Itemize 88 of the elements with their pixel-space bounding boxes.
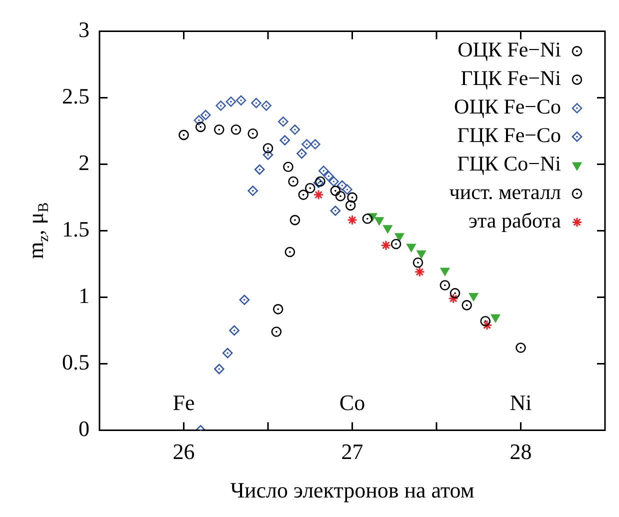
point [450,288,460,298]
y-tick-label: 1.5 [62,216,90,242]
point [248,186,258,196]
point [394,233,404,242]
point [324,171,334,182]
point [262,150,274,160]
legend-label: ОЦК Fe−Ni [458,38,562,62]
point [380,240,392,251]
y-tick-label: 0 [78,416,90,441]
point [462,300,472,310]
y-tick-label: 0.5 [62,349,90,374]
point [383,225,392,234]
annotation: Co [339,390,366,415]
point [347,214,358,226]
point [416,250,426,258]
point [195,122,206,132]
point [239,294,250,306]
point [342,184,352,195]
point [412,257,424,268]
point [251,98,262,108]
point [236,95,246,106]
point [336,180,348,191]
point [178,130,189,140]
legend-label: ГЦК Fe−Co [457,123,561,148]
point [490,314,500,322]
point [374,217,384,226]
y-tick-label: 3 [78,16,90,42]
point [362,214,373,224]
point [229,325,240,336]
point [345,200,356,211]
point [330,186,341,196]
point [200,110,211,120]
point [216,100,226,111]
point [440,280,450,290]
point [390,238,402,250]
point [271,326,282,337]
x-tick-label: 27 [341,439,364,464]
point [280,135,290,146]
legend-label: чист. металл [449,180,561,204]
point [406,244,416,252]
point [248,128,258,139]
point [214,364,224,374]
annotation: Fe [172,390,195,415]
point [347,192,358,203]
x-axis-title: Число электронов на атом [230,478,474,503]
point [262,143,274,154]
point [482,320,492,330]
legend-label: ГЦК Fe−Ni [460,66,562,90]
y-axis-title: mz, μB [23,202,52,259]
point [222,348,233,358]
point [290,124,300,135]
point [448,293,459,304]
point [261,100,272,111]
legend-label: ГЦК Co−Ni [457,152,562,176]
y-tick-label: 2.5 [62,83,90,108]
point [328,176,339,187]
point [226,96,236,107]
y-tick-label: 1 [78,282,90,308]
legend-label: ОЦК Fe−Co [454,94,561,119]
point [330,206,341,216]
annotation: Ni [510,390,532,415]
point [283,162,294,172]
point [214,124,224,135]
legend-label: эта работа [468,208,562,233]
point [480,316,491,326]
point [298,190,309,200]
point [313,190,324,200]
point [469,292,478,302]
y-tick-label: 2 [78,150,90,175]
point [288,176,298,187]
point [318,166,329,176]
point [302,139,312,150]
point [296,148,307,159]
x-tick-label: 26 [172,439,195,464]
point [278,116,288,127]
point [310,139,320,150]
point [194,115,204,126]
point [440,268,450,276]
x-tick-label: 28 [510,439,532,464]
point [254,164,265,175]
point [335,190,346,202]
point [304,182,316,194]
point [414,266,425,278]
point [272,304,284,314]
point [290,214,300,226]
point [230,124,242,135]
point [516,342,526,353]
point [284,246,296,258]
